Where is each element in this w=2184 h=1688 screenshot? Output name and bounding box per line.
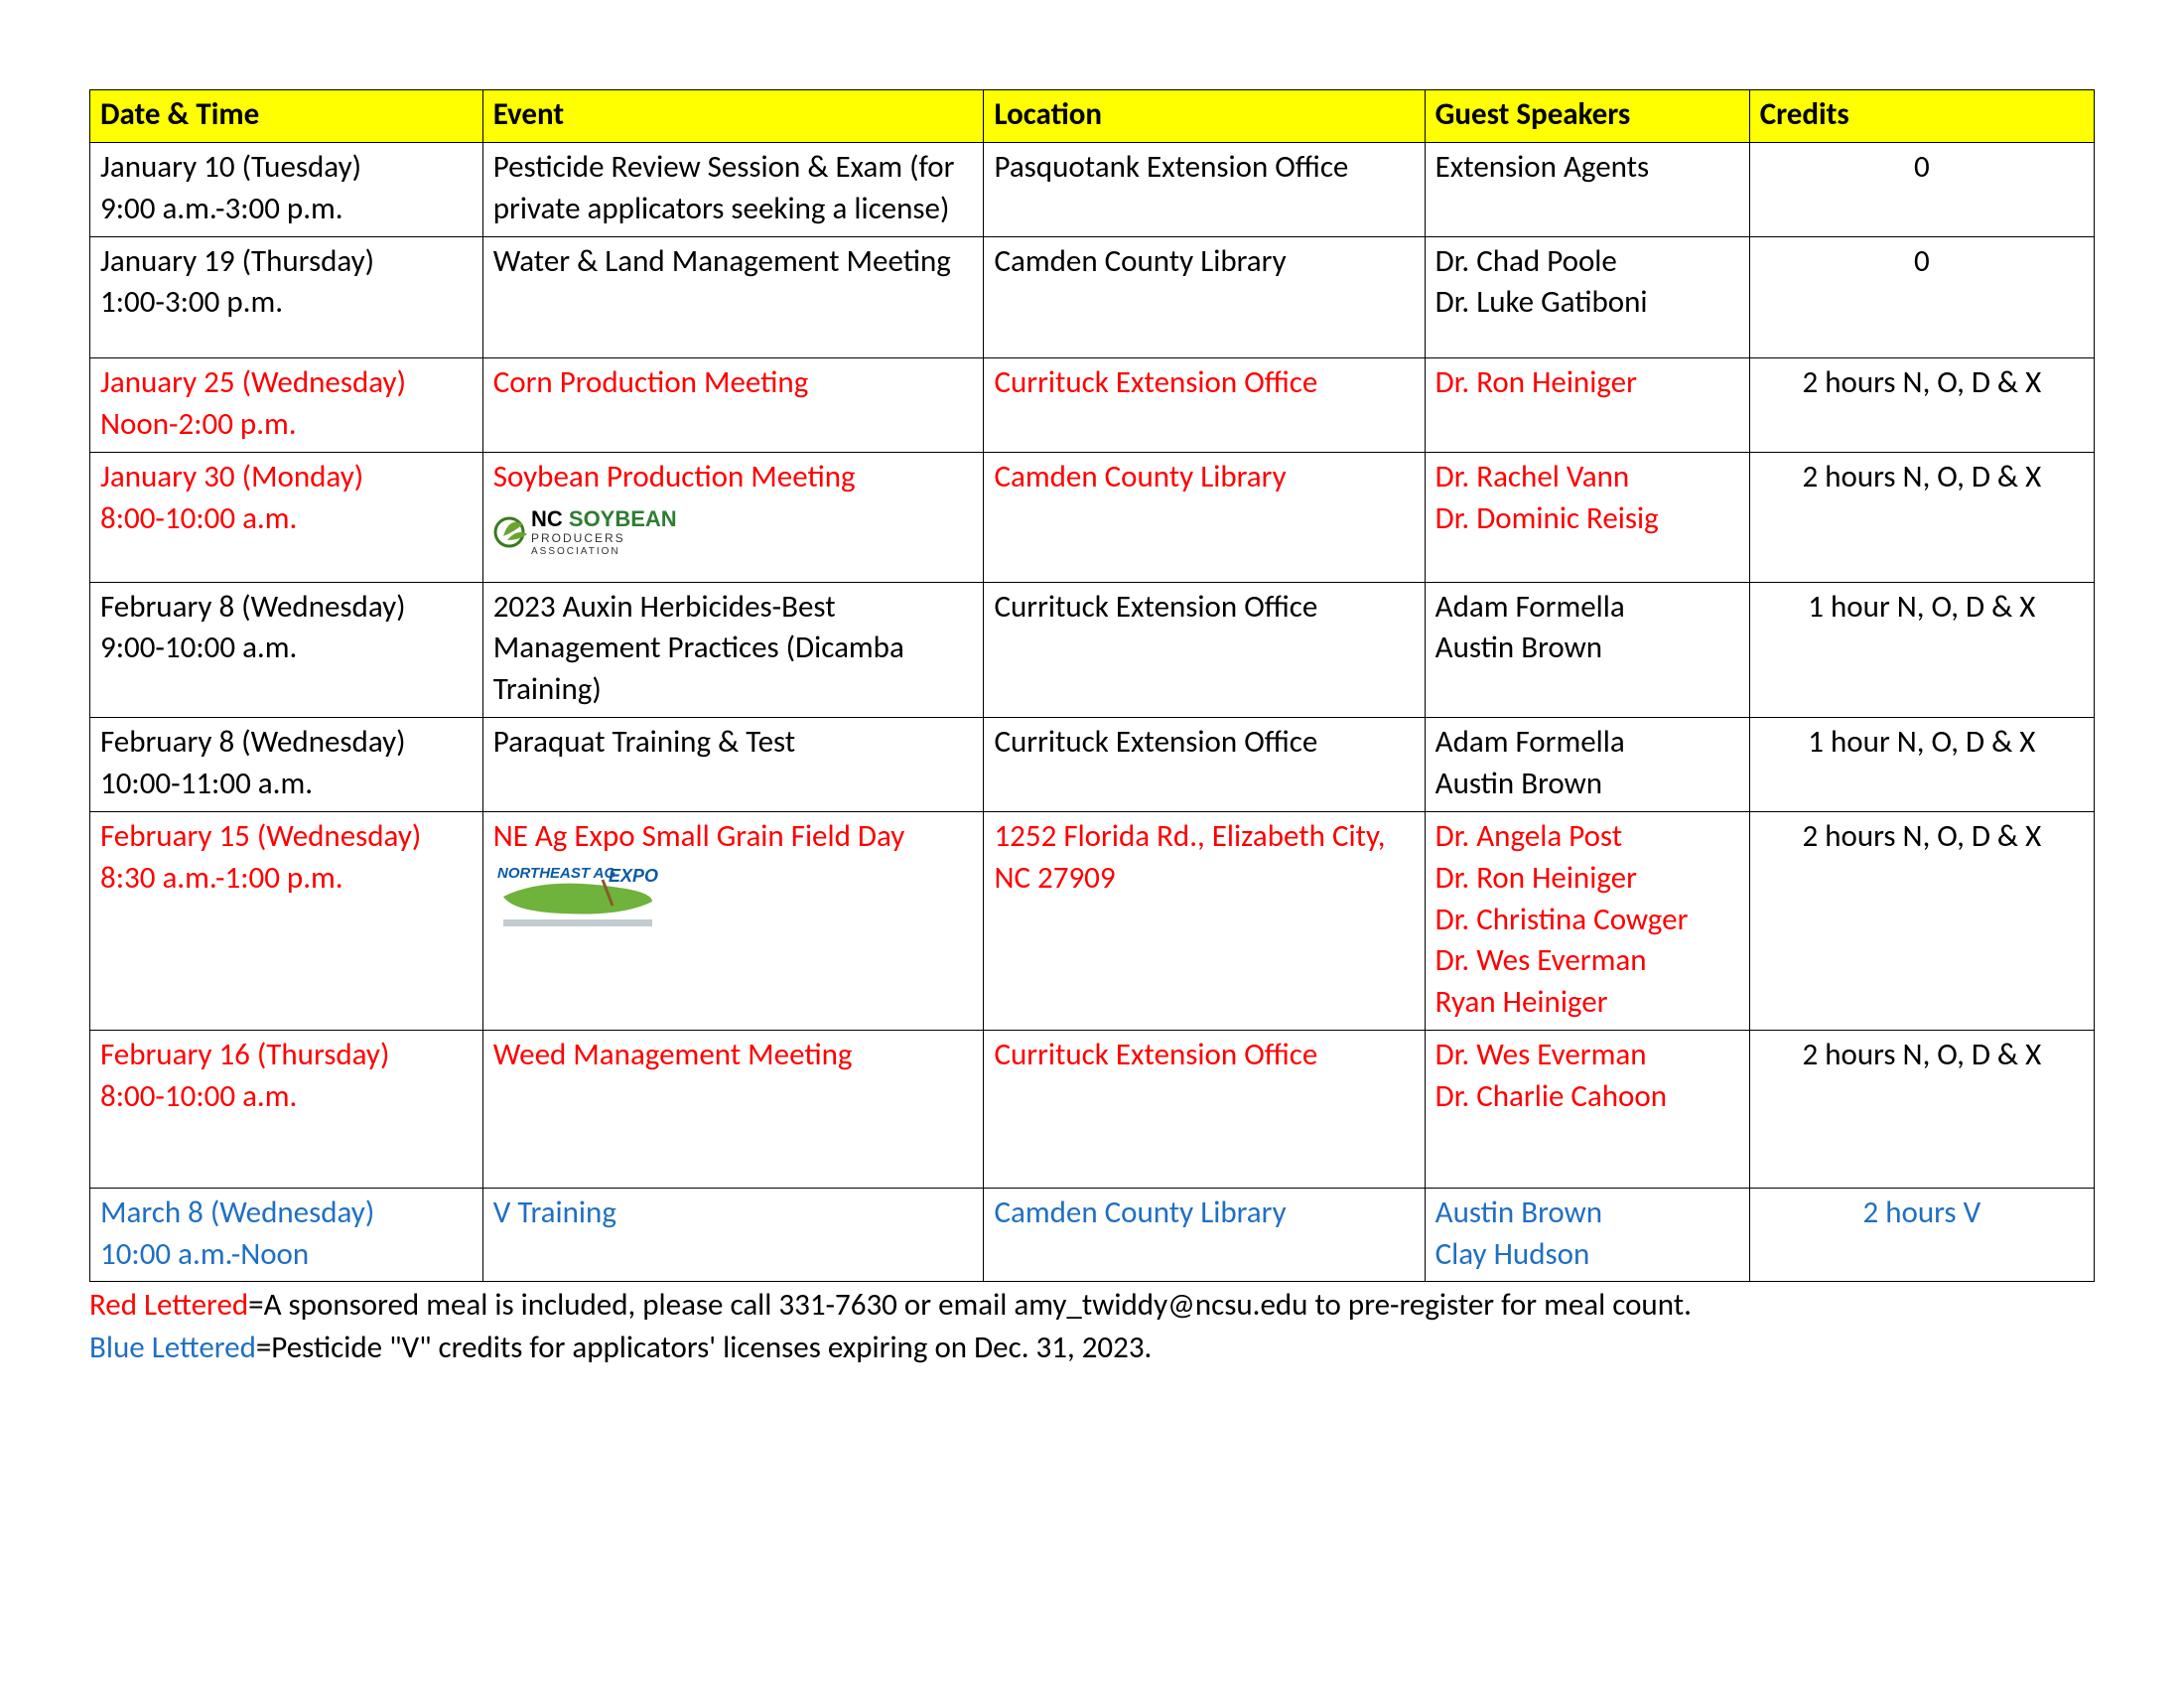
speaker-line: Dr. Chad Poole: [1435, 241, 1739, 283]
location-line: Camden County Library: [994, 457, 1414, 498]
date-line: 10:00-11:00 a.m.: [100, 764, 473, 805]
table-row: January 25 (Wednesday)Noon-2:00 p.m. Corn…: [90, 358, 2095, 453]
speaker-line: Dr. Charlie Cahoon: [1435, 1076, 1739, 1118]
location-line: Currituck Extension Office: [994, 587, 1414, 629]
col-date: Date & Time: [90, 90, 483, 143]
event-line: Paraquat Training & Test: [493, 722, 974, 764]
date-line: 8:30 a.m.-1:00 p.m.: [100, 858, 473, 900]
event-line: Corn Production Meeting: [493, 362, 974, 404]
table-row: January 10 (Tuesday)9:00 a.m.-3:00 p.m. P…: [90, 142, 2095, 236]
credits-cell: 1 hour N, O, D & X: [1749, 718, 2094, 812]
speaker-line: Dr. Ron Heiniger: [1435, 362, 1739, 404]
col-credits: Credits: [1749, 90, 2094, 143]
date-line: 9:00 a.m.-3:00 p.m.: [100, 189, 473, 230]
event-line: NE Ag Expo Small Grain Field Day: [493, 816, 974, 858]
date-line: January 25 (Wednesday): [100, 362, 473, 404]
speaker-line: Austin Brown: [1435, 764, 1739, 805]
date-line: 8:00-10:00 a.m.: [100, 1076, 473, 1118]
credits-cell: 2 hours V: [1749, 1188, 2094, 1282]
speaker-line: Dr. Ron Heiniger: [1435, 858, 1739, 900]
date-line: February 8 (Wednesday): [100, 587, 473, 629]
date-line: February 15 (Wednesday): [100, 816, 473, 858]
col-speakers: Guest Speakers: [1425, 90, 1749, 143]
svg-text:PRODUCERS: PRODUCERS: [531, 531, 625, 545]
date-line: 1:00-3:00 p.m.: [100, 282, 473, 324]
date-line: January 19 (Thursday): [100, 241, 473, 283]
location-line: Currituck Extension Office: [994, 1035, 1414, 1076]
date-line: 9:00-10:00 a.m.: [100, 628, 473, 669]
table-row: February 15 (Wednesday)8:30 a.m.-1:00 p.…: [90, 811, 2095, 1030]
speaker-line: Adam Formella: [1435, 587, 1739, 629]
legend-red-text: =A sponsored meal is included, please ca…: [248, 1286, 1692, 1324]
credits-cell: 1 hour N, O, D & X: [1749, 582, 2094, 718]
speaker-line: Dr. Wes Everman: [1435, 1035, 1739, 1076]
speaker-line: Dr. Angela Post: [1435, 816, 1739, 858]
event-line: Water & Land Management Meeting: [493, 241, 974, 283]
svg-text:NC SOYBEAN: NC SOYBEAN: [531, 506, 677, 531]
table-row: January 19 (Thursday)1:00-3:00 p.m. Water…: [90, 236, 2095, 358]
event-line: V Training: [493, 1193, 974, 1234]
date-line: January 10 (Tuesday): [100, 147, 473, 189]
speaker-line: Dr. Luke Gatiboni: [1435, 282, 1739, 324]
svg-text:NORTHEAST AG: NORTHEAST AG: [497, 865, 616, 882]
credits-cell: 2 hours N, O, D & X: [1749, 1031, 2094, 1189]
speaker-line: Dr. Wes Everman: [1435, 940, 1739, 982]
schedule-table: Date & Time Event Location Guest Speaker…: [89, 89, 2095, 1282]
legend-red-label: Red Lettered: [89, 1286, 248, 1324]
credits-cell: 0: [1749, 236, 2094, 358]
nc-soybean-logo: NC SOYBEAN PRODUCERS ASSOCIATION: [493, 502, 974, 576]
event-line: Soybean Production Meeting: [493, 457, 974, 498]
col-event: Event: [482, 90, 984, 143]
table-row: February 8 (Wednesday)10:00-11:00 a.m. Pa…: [90, 718, 2095, 812]
date-line: Noon-2:00 p.m.: [100, 404, 473, 446]
legend-blue-text: =Pesticide "V" credits for applicators' …: [256, 1329, 1153, 1366]
ne-ag-expo-logo: NORTHEAST AG EXPO: [493, 862, 974, 945]
location-line: Pasquotank Extension Office: [994, 147, 1414, 189]
svg-text:EXPO: EXPO: [609, 866, 658, 886]
credits-cell: 2 hours N, O, D & X: [1749, 811, 2094, 1030]
legend-blue-label: Blue Lettered: [89, 1329, 256, 1366]
date-line: January 30 (Monday): [100, 457, 473, 498]
location-line: Currituck Extension Office: [994, 722, 1414, 764]
table-row: January 30 (Monday)8:00-10:00 a.m. Soybea…: [90, 452, 2095, 582]
date-line: 10:00 a.m.-Noon: [100, 1234, 473, 1276]
table-row: March 8 (Wednesday)10:00 a.m.-Noon V Trai…: [90, 1188, 2095, 1282]
date-line: 8:00-10:00 a.m.: [100, 498, 473, 540]
speaker-line: Adam Formella: [1435, 722, 1739, 764]
credits-cell: 2 hours N, O, D & X: [1749, 452, 2094, 582]
table-row: February 16 (Thursday)8:00-10:00 a.m. Wee…: [90, 1031, 2095, 1189]
date-line: February 16 (Thursday): [100, 1035, 473, 1076]
speaker-line: Dr. Rachel Vann: [1435, 457, 1739, 498]
col-location: Location: [984, 90, 1425, 143]
legend: Red Lettered=A sponsored meal is include…: [89, 1284, 2095, 1369]
event-line: Weed Management Meeting: [493, 1035, 974, 1076]
date-line: March 8 (Wednesday): [100, 1193, 473, 1234]
header-row: Date & Time Event Location Guest Speaker…: [90, 90, 2095, 143]
speaker-line: Dr. Dominic Reisig: [1435, 498, 1739, 540]
credits-cell: 2 hours N, O, D & X: [1749, 358, 2094, 453]
event-line: 2023 Auxin Herbicides-Best Management Pr…: [493, 587, 974, 712]
speaker-line: Ryan Heiniger: [1435, 982, 1739, 1024]
speaker-line: Austin Brown: [1435, 1193, 1739, 1234]
table-row: February 8 (Wednesday)9:00-10:00 a.m. 202…: [90, 582, 2095, 718]
credits-cell: 0: [1749, 142, 2094, 236]
location-line: Camden County Library: [994, 241, 1414, 283]
speaker-line: Austin Brown: [1435, 628, 1739, 669]
svg-text:ASSOCIATION: ASSOCIATION: [531, 546, 620, 557]
speaker-line: Dr. Christina Cowger: [1435, 900, 1739, 941]
speaker-line: Extension Agents: [1435, 147, 1739, 189]
location-line: Currituck Extension Office: [994, 362, 1414, 404]
speaker-line: Clay Hudson: [1435, 1234, 1739, 1276]
event-line: Pesticide Review Session & Exam (for pri…: [493, 147, 974, 230]
date-line: February 8 (Wednesday): [100, 722, 473, 764]
location-line: Camden County Library: [994, 1193, 1414, 1234]
location-line: 1252 Florida Rd., Elizabeth City, NC 279…: [994, 816, 1414, 900]
